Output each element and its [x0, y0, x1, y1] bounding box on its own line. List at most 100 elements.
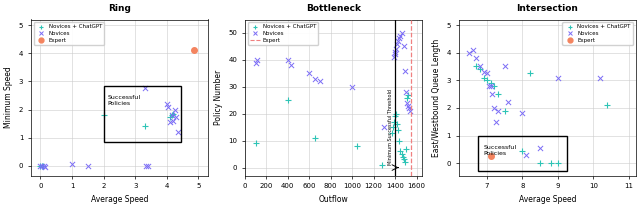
Point — [394, 37, 404, 40]
Point — [389, 120, 399, 124]
Point — [484, 84, 494, 88]
Point — [166, 114, 177, 117]
Point — [166, 114, 177, 117]
Point — [471, 57, 481, 60]
Title: Bottleneck: Bottleneck — [306, 4, 361, 13]
Point — [479, 76, 489, 79]
Point — [38, 164, 48, 167]
Point — [396, 150, 406, 153]
Point — [310, 136, 320, 140]
Point — [396, 31, 406, 35]
Point — [170, 108, 180, 111]
Legend: Novices + ChatGPT, Novices, Expert: Novices + ChatGPT, Novices, Expert — [34, 22, 104, 45]
Point — [396, 34, 406, 37]
Point — [399, 45, 409, 48]
Point — [172, 115, 182, 118]
Y-axis label: Policy Number: Policy Number — [214, 70, 223, 125]
Point — [402, 96, 412, 99]
Point — [389, 53, 399, 56]
Point — [35, 164, 45, 167]
Point — [165, 115, 175, 118]
Point — [553, 76, 563, 79]
Point — [380, 125, 390, 129]
Point — [486, 155, 496, 158]
Point — [489, 84, 499, 88]
Point — [397, 155, 408, 158]
Point — [500, 109, 510, 112]
Point — [401, 90, 411, 94]
Point — [165, 120, 175, 124]
Point — [377, 163, 387, 167]
Point — [405, 109, 415, 113]
Point — [535, 146, 545, 150]
Title: Ring: Ring — [108, 4, 131, 13]
Y-axis label: East/Westbound Queue Length: East/Westbound Queue Length — [432, 38, 441, 157]
Text: Successful
Policies: Successful Policies — [484, 145, 516, 156]
Point — [524, 72, 534, 75]
Point — [401, 147, 411, 150]
Point — [486, 84, 496, 88]
Point — [482, 72, 492, 75]
Point — [403, 104, 413, 107]
Point — [38, 164, 49, 167]
Point — [493, 109, 503, 112]
Point — [310, 77, 320, 80]
Point — [487, 92, 497, 96]
Point — [595, 76, 605, 79]
Point — [315, 80, 325, 83]
Point — [189, 49, 199, 52]
Point — [500, 65, 510, 68]
Bar — [478, 136, 567, 171]
Point — [283, 99, 293, 102]
Point — [388, 125, 398, 129]
Point — [391, 47, 401, 51]
Point — [83, 164, 93, 167]
Point — [471, 65, 481, 68]
Point — [399, 69, 410, 72]
Point — [393, 128, 403, 131]
Point — [286, 64, 296, 67]
Point — [283, 58, 293, 62]
Text: Successful
Policies: Successful Policies — [108, 95, 141, 106]
Point — [402, 101, 412, 105]
Title: Intersection: Intersection — [516, 4, 578, 13]
Point — [475, 65, 485, 68]
Point — [464, 51, 474, 54]
Point — [40, 166, 50, 169]
Point — [553, 162, 563, 165]
Point — [392, 42, 403, 45]
Point — [399, 161, 410, 164]
Point — [486, 81, 496, 85]
Point — [493, 92, 503, 96]
Point — [140, 87, 150, 90]
Point — [468, 48, 478, 52]
Point — [250, 61, 260, 64]
Point — [168, 119, 179, 123]
Point — [394, 139, 404, 142]
Point — [392, 123, 403, 126]
X-axis label: Average Speed: Average Speed — [518, 195, 576, 204]
Point — [399, 158, 409, 161]
Point — [140, 125, 150, 128]
Point — [546, 162, 556, 165]
Point — [503, 101, 513, 104]
Point — [602, 104, 612, 107]
Point — [36, 164, 47, 167]
Point — [141, 164, 152, 167]
Point — [163, 105, 173, 108]
Point — [99, 114, 109, 117]
Point — [521, 153, 531, 157]
Point — [168, 112, 179, 115]
Point — [396, 152, 406, 156]
Point — [173, 130, 183, 134]
Point — [489, 106, 499, 110]
Point — [404, 107, 414, 110]
Text: Minimum Successful Threshold: Minimum Successful Threshold — [388, 89, 393, 165]
Point — [491, 120, 501, 123]
Point — [353, 144, 363, 148]
Point — [304, 72, 314, 75]
Point — [35, 164, 45, 167]
Bar — [104, 86, 181, 142]
Point — [391, 112, 401, 115]
Point — [252, 58, 262, 62]
